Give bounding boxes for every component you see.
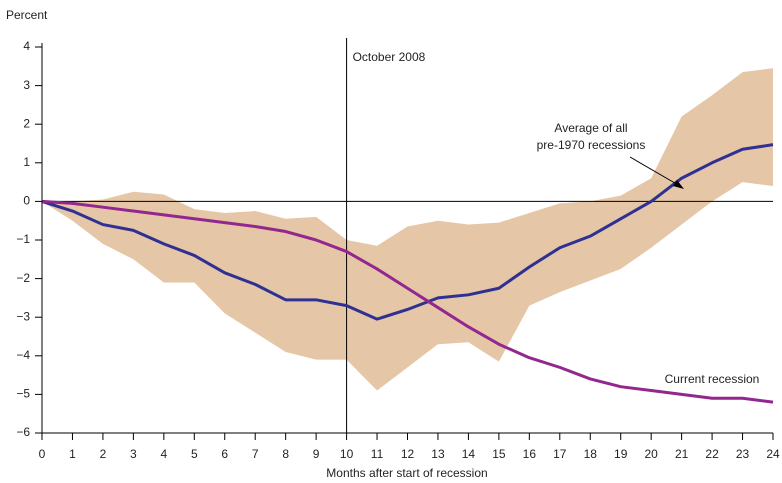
x-tick-label: 16 — [523, 447, 537, 461]
y-tick-label: 1 — [23, 155, 30, 169]
x-tick-label: 14 — [462, 447, 476, 461]
y-tick-label: 2 — [23, 116, 30, 130]
x-tick-label: 17 — [553, 447, 567, 461]
x-tick-label: 1 — [69, 447, 76, 461]
x-tick-label: 7 — [252, 447, 259, 461]
series-line — [41, 143, 774, 321]
series-label: pre-1970 recessions — [537, 138, 646, 152]
x-tick-label: 11 — [371, 447, 384, 461]
y-tick-label: 3 — [23, 78, 30, 92]
y-tick-label: −3 — [16, 309, 30, 323]
x-tick-label: 20 — [644, 447, 658, 461]
series-label: Average of all — [554, 121, 627, 135]
x-tick-label: 12 — [401, 447, 415, 461]
annotation-text: October 2008 — [353, 50, 426, 64]
x-tick-label: 18 — [584, 447, 598, 461]
series-label: Current recession — [665, 372, 760, 386]
x-tick-label: 22 — [705, 447, 719, 461]
x-tick-label: 4 — [160, 447, 167, 461]
y-tick-label: −1 — [16, 232, 30, 246]
lines-layer — [41, 38, 774, 433]
x-axis-label: Months after start of recession — [326, 466, 487, 480]
x-tick-label: 3 — [130, 447, 137, 461]
x-tick-label: 21 — [675, 447, 689, 461]
range-band — [42, 68, 773, 391]
x-tick-label: 5 — [191, 447, 198, 461]
arrow — [629, 156, 681, 187]
y-tick-label: 0 — [23, 194, 30, 208]
y-tick-label: −6 — [16, 425, 30, 439]
x-tick-label: 2 — [100, 447, 107, 461]
x-tick-label: 8 — [282, 447, 289, 461]
y-tick-label: −2 — [16, 271, 30, 285]
series-line — [41, 199, 774, 404]
x-tick-label: 13 — [431, 447, 445, 461]
y-tick-label: 4 — [23, 39, 30, 53]
x-tick-label: 24 — [766, 447, 780, 461]
arrow-head — [673, 180, 684, 189]
x-tick-label: 6 — [221, 447, 228, 461]
x-tick-label: 23 — [736, 447, 750, 461]
x-tick-label: 9 — [313, 447, 320, 461]
x-tick-label: 0 — [39, 447, 46, 461]
y-tick-label: −5 — [16, 387, 30, 401]
x-tick-label: 15 — [492, 447, 506, 461]
y-tick-label: −4 — [16, 348, 30, 362]
y-axis-label: Percent — [6, 8, 48, 22]
x-tick-label: 19 — [614, 447, 628, 461]
band-layer — [42, 68, 773, 391]
x-tick-label: 10 — [340, 447, 354, 461]
